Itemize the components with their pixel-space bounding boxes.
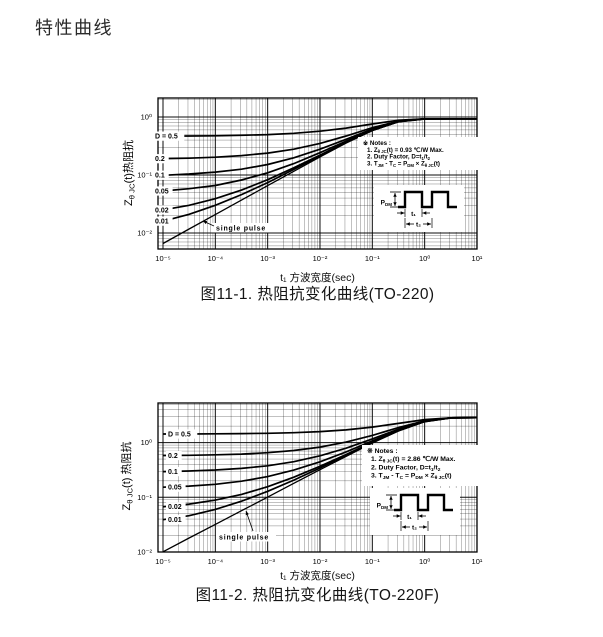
curve-label: 0.05 bbox=[155, 188, 169, 195]
t2-label: t₂ bbox=[412, 525, 417, 532]
figure-caption-2: 图11-2. 热阻抗变化曲线(TO-220F) bbox=[195, 587, 440, 604]
y-tick-label: 10⁻² bbox=[137, 548, 152, 557]
curve-singlepulse bbox=[162, 416, 478, 553]
x-tick-label: 10⁻² bbox=[313, 557, 328, 566]
x-tick-label: 10⁻⁴ bbox=[208, 557, 224, 566]
x-tick-label: 10⁻² bbox=[313, 254, 328, 263]
single-pulse-label: single pulse bbox=[219, 535, 269, 542]
curve-label: 0.02 bbox=[168, 504, 182, 511]
note-line: 3. TJM - TC = PDM × Zθ JC(t) bbox=[371, 473, 452, 481]
figure-caption-1: 图11-1. 热阻抗变化曲线(TO-220) bbox=[200, 286, 435, 303]
curve-label: 0.2 bbox=[168, 453, 178, 460]
y-tick-label: 10⁰ bbox=[141, 113, 152, 122]
curve-D05 bbox=[163, 416, 478, 435]
x-axis-title: t₁ 方波宽度(sec) bbox=[280, 570, 355, 582]
x-tick-label: 10⁻³ bbox=[260, 254, 275, 263]
notes-title: ※ Notes : bbox=[367, 447, 398, 455]
x-tick-label: 10⁻⁵ bbox=[155, 557, 170, 566]
curve-label: D = 0.5 bbox=[155, 134, 178, 141]
thermal-impedance-chart-to220f: D = 0.5 0.2 0.1 0.05 0.02 0.01 ※ Notes :1. Zθ … bbox=[119, 402, 500, 566]
curve-label: 0.02 bbox=[155, 207, 169, 214]
pdm-label: PDM bbox=[381, 200, 393, 207]
note-line: 3. TJM - TC = PDM × Zθ JC(t) bbox=[367, 160, 440, 167]
notes-title: ※ Notes : bbox=[363, 139, 391, 147]
x-tick-label: 10⁰ bbox=[419, 254, 430, 263]
curve-label: 0.2 bbox=[155, 156, 165, 163]
figure-to220f: D = 0.5 0.2 0.1 0.05 0.02 0.01 ※ Notes :1. Zθ … bbox=[100, 392, 560, 607]
x-tick-label: 10¹ bbox=[472, 254, 483, 263]
x-axis-title: t₁ 方波宽度(sec) bbox=[280, 272, 355, 284]
t2-label: t₂ bbox=[416, 222, 421, 229]
thermal-impedance-chart-to220: D = 0.5 0.2 0.1 0.05 0.02 0.01 ※ Notes :1. Zθ … bbox=[121, 97, 483, 263]
x-tick-label: 10⁻¹ bbox=[365, 557, 380, 566]
y-tick-label: 10⁰ bbox=[141, 438, 152, 447]
x-tick-label: 10⁻³ bbox=[260, 557, 275, 566]
t1-label: t₁ bbox=[407, 514, 412, 521]
curve-label: 0.01 bbox=[155, 219, 169, 226]
x-tick-label: 10⁻⁴ bbox=[208, 254, 224, 263]
t1-label: t₁ bbox=[411, 211, 416, 218]
y-tick-label: 10⁻¹ bbox=[137, 493, 152, 502]
figure-to220: D = 0.5 0.2 0.1 0.05 0.02 0.01 ※ Notes :1. Zθ … bbox=[100, 88, 560, 303]
x-tick-label: 10⁻¹ bbox=[365, 254, 380, 263]
y-tick-label: 10⁻² bbox=[137, 229, 152, 238]
note-line: 1. Zθ JC(t) = 0.93 ℃/W Max. bbox=[367, 147, 444, 154]
single-pulse-label: single pulse bbox=[216, 226, 266, 233]
curve-label: D = 0.5 bbox=[168, 431, 191, 438]
note-line: 2. Duty Factor, D=t1/t2 bbox=[367, 154, 431, 161]
pdm-label: PDM bbox=[377, 503, 389, 510]
y-tick-label: 10⁻¹ bbox=[137, 171, 152, 180]
curve-label: 0.1 bbox=[155, 173, 165, 180]
y-axis-title: Zθ JC(t) 热阻抗 bbox=[119, 442, 134, 511]
x-tick-label: 10⁻⁵ bbox=[155, 254, 170, 263]
curve-singlepulse bbox=[162, 118, 477, 245]
x-tick-label: 10¹ bbox=[472, 557, 483, 566]
note-line: 1. Zθ JC(t) = 2.86 ℃/W Max. bbox=[371, 455, 455, 464]
y-axis-title: Zθ JC(t)热阻抗 bbox=[121, 140, 136, 206]
x-tick-label: 10⁰ bbox=[419, 557, 430, 566]
page-title: 特性曲线 bbox=[35, 18, 113, 38]
curve-label: 0.1 bbox=[168, 469, 178, 476]
curve-label: 0.05 bbox=[168, 485, 182, 492]
curve-label: 0.01 bbox=[168, 517, 182, 524]
note-line: 2. Duty Factor, D=t1/t2 bbox=[371, 464, 441, 472]
